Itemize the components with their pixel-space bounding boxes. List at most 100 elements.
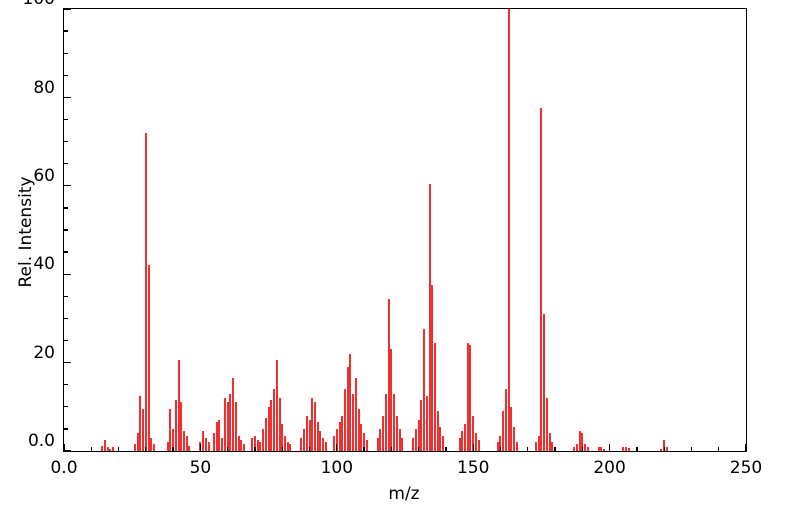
spectrum-peak — [253, 435, 256, 451]
spectrum-peak — [221, 437, 224, 451]
y-axis-tick-label: 100 — [23, 0, 55, 9]
spectrum-peak — [401, 437, 404, 451]
spectrum-peak — [627, 448, 630, 451]
x-axis-tick — [472, 444, 474, 451]
y-axis-minor-tick — [64, 229, 68, 231]
spectrum-peak — [264, 417, 267, 451]
spectrum-peak — [142, 409, 145, 451]
x-axis-minor-tick — [718, 447, 720, 451]
spectrum-peak — [586, 447, 589, 451]
spectrum-peak — [207, 442, 210, 451]
spectrum-peak — [477, 439, 480, 451]
x-axis-minor-tick — [417, 447, 420, 451]
spectrum-peak — [319, 431, 322, 451]
spectrum-peak — [150, 437, 153, 451]
spectrum-peak — [283, 435, 286, 451]
spectrum-peak — [147, 265, 150, 451]
spectrum-peak — [316, 422, 319, 451]
spectrum-peak — [660, 448, 663, 451]
spectrum-peak — [513, 426, 516, 451]
spectrum-peak — [387, 298, 390, 451]
spectrum-peak — [423, 329, 426, 451]
spectrum-peak — [204, 437, 207, 451]
x-axis-tick — [199, 444, 202, 451]
spectrum-peak — [188, 445, 191, 451]
spectrum-peak — [139, 395, 142, 451]
y-axis-minor-tick — [64, 384, 68, 386]
spectrum-peak — [499, 435, 502, 451]
spectrum-peak — [545, 397, 548, 451]
spectrum-peak — [428, 183, 431, 451]
spectrum-peak — [464, 424, 467, 451]
x-axis-minor-tick — [554, 447, 556, 451]
spectrum-peak — [202, 431, 205, 451]
spectrum-peak — [256, 439, 259, 451]
plot-area: 0.0 20 40 60 80 100 0.0 50 100 150 200 250 — [23, 0, 763, 478]
spectrum-peak — [584, 444, 587, 451]
spectrum-peak — [172, 428, 175, 451]
spectrum-peak — [431, 285, 434, 451]
spectrum-peak — [573, 446, 576, 451]
spectrum-peak — [442, 435, 445, 451]
spectrum-peak — [352, 393, 355, 451]
spectrum-peak — [322, 437, 325, 451]
spectrum-peak — [259, 442, 262, 451]
spectrum-peak — [379, 428, 382, 451]
spectrum-peak — [305, 415, 308, 451]
spectrum-peak — [474, 433, 477, 451]
x-axis-minor-tick — [90, 447, 92, 451]
x-axis-minor-tick — [281, 447, 283, 451]
y-axis-tick-label: 60 — [33, 166, 55, 186]
y-axis-tick — [64, 450, 71, 452]
y-axis-minor-tick — [64, 251, 68, 253]
x-axis-label: m/z — [388, 484, 420, 504]
spectrum-peak — [376, 437, 379, 451]
plot-inner — [64, 9, 746, 451]
spectrum-peak — [414, 428, 417, 451]
spectrum-peak — [578, 431, 581, 451]
spectrum-peak — [420, 400, 423, 451]
x-axis-tick-label: 0.0 — [50, 458, 78, 478]
spectrum-peak — [349, 353, 352, 451]
spectrum-peak — [153, 444, 156, 451]
spectrum-peak — [223, 397, 226, 451]
spectrum-peak — [434, 342, 436, 451]
spectrum-peak — [502, 411, 505, 451]
y-axis-minor-tick — [64, 163, 68, 165]
spectrum-peak — [354, 378, 357, 451]
x-axis-minor-tick — [172, 447, 174, 451]
x-axis-tick-label: 50 — [189, 458, 212, 478]
spectrum-peak — [106, 447, 109, 451]
spectrum-peak — [133, 444, 136, 451]
spectrum-peak — [510, 406, 513, 451]
spectrum-peak — [360, 424, 363, 451]
spectrum-peak — [308, 420, 311, 451]
spectrum-peak — [665, 447, 668, 451]
spectrum-peak — [603, 448, 606, 451]
spectrum-peak — [537, 435, 540, 451]
y-axis-minor-tick — [64, 52, 68, 54]
spectrum-peak — [384, 393, 387, 451]
x-axis-minor-tick — [254, 447, 256, 451]
spectrum-peak — [234, 402, 237, 451]
x-axis-tick — [63, 444, 65, 451]
spectrum-peak — [185, 435, 188, 451]
x-axis-tick-label: 250 — [729, 458, 763, 478]
spectrum-peak — [174, 400, 177, 451]
y-axis-minor-tick — [64, 118, 68, 121]
spectrum-peak — [289, 444, 292, 451]
spectrum-peak — [341, 415, 344, 451]
spectrum-peak — [232, 378, 235, 451]
spectrum-peak — [417, 420, 420, 451]
spectrum-peak — [183, 431, 186, 451]
y-axis-tick-label: 20 — [33, 342, 55, 363]
spectrum-peak — [393, 393, 396, 451]
y-axis-tick — [64, 185, 71, 187]
spectrum-peak — [333, 435, 336, 451]
y-axis-minor-tick — [64, 207, 68, 209]
spectrum-peak — [335, 428, 338, 451]
spectrum-peak — [382, 415, 385, 451]
x-axis-tick-label: 150 — [456, 458, 490, 478]
spectrum-peak — [218, 420, 221, 451]
spectrum-peak — [496, 442, 499, 451]
